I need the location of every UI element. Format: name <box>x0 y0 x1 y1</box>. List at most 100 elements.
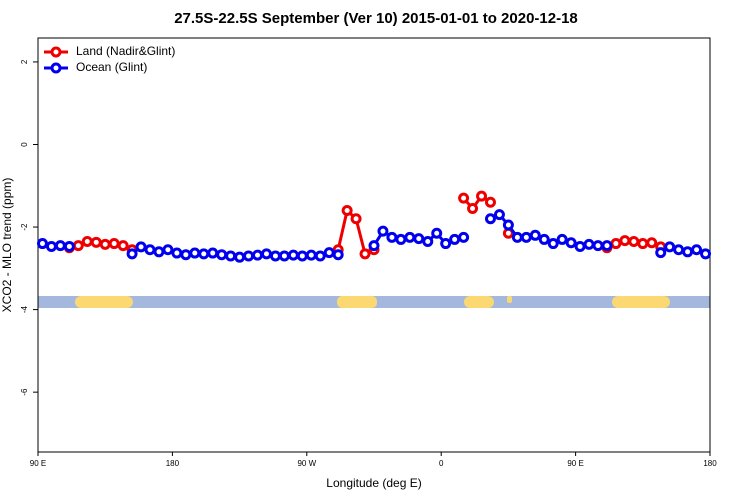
data-point <box>511 231 523 243</box>
data-point <box>252 249 264 261</box>
series <box>36 209 712 263</box>
data-point <box>198 248 210 260</box>
data-point <box>592 240 604 252</box>
data-point <box>637 238 649 250</box>
data-point <box>234 251 246 263</box>
data-point <box>529 229 541 241</box>
y-tick-label: 2 <box>20 59 29 64</box>
data-point <box>673 244 685 256</box>
legend-label: Ocean (Glint) <box>76 60 147 74</box>
data-point <box>216 249 228 261</box>
data-point <box>664 241 676 253</box>
data-point <box>619 235 631 247</box>
data-point <box>36 238 48 250</box>
data-point <box>601 240 613 252</box>
data-point <box>646 237 658 249</box>
legend-label: Land (Nadir&Glint) <box>76 44 175 58</box>
data-point <box>287 249 299 261</box>
data-point <box>422 235 434 247</box>
data-point <box>45 240 57 252</box>
legend-marker <box>50 46 62 58</box>
y-tick-label: -2 <box>20 223 29 231</box>
data-point <box>260 248 272 260</box>
data-point <box>700 248 712 260</box>
data-point <box>476 190 488 202</box>
data-point <box>296 250 308 262</box>
data-point <box>655 247 667 259</box>
data-point <box>243 250 255 262</box>
data-point <box>72 240 84 252</box>
data-point <box>493 209 505 221</box>
data-point <box>180 249 192 261</box>
data-point <box>323 247 335 259</box>
data-point <box>520 231 532 243</box>
data-point <box>682 246 694 258</box>
data-point <box>368 240 380 252</box>
data-point <box>691 244 703 256</box>
data-point <box>484 196 496 208</box>
y-axis-label: XCO2 - MLO trend (ppm) <box>0 178 14 313</box>
data-point <box>99 238 111 250</box>
x-tick-label: 180 <box>703 459 717 468</box>
data-point <box>171 247 183 259</box>
data-point <box>162 244 174 256</box>
data-point <box>135 241 147 253</box>
data-point <box>117 240 129 252</box>
x-tick-label: 90 E <box>567 459 583 468</box>
chart-title: 27.5S-22.5S September (Ver 10) 2015-01-0… <box>174 10 578 27</box>
data-point <box>207 247 219 259</box>
y-tick-label: 0 <box>20 142 29 147</box>
x-tick-label: 180 <box>166 459 180 468</box>
y-tick-label: -6 <box>20 388 29 396</box>
legend-marker <box>50 62 62 74</box>
data-point <box>153 246 165 258</box>
data-point <box>278 250 290 262</box>
land-patch <box>507 296 512 303</box>
data-point <box>440 238 452 250</box>
data-point <box>628 235 640 247</box>
data-point <box>314 250 326 262</box>
data-point <box>90 236 102 248</box>
x-tick-label: 90 E <box>30 459 46 468</box>
land-patch <box>464 296 494 308</box>
data-point <box>538 233 550 245</box>
data-point <box>404 231 416 243</box>
data-point <box>332 249 344 261</box>
data-point <box>467 202 479 214</box>
land-patch <box>75 296 133 308</box>
data-point <box>269 250 281 262</box>
x-axis-label: Longitude (deg E) <box>326 476 421 490</box>
data-point <box>458 192 470 204</box>
data-point <box>341 205 353 217</box>
data-point <box>359 248 371 260</box>
data-point <box>54 240 66 252</box>
data-point <box>386 231 398 243</box>
data-point <box>431 227 443 239</box>
data-point <box>484 213 496 225</box>
data-point <box>81 235 93 247</box>
data-point <box>126 248 138 260</box>
data-point <box>305 249 317 261</box>
data-point <box>502 219 514 231</box>
data-point <box>413 233 425 245</box>
data-point <box>583 238 595 250</box>
data-point <box>189 247 201 259</box>
data-point <box>449 233 461 245</box>
land-patch <box>612 296 670 308</box>
data-point <box>610 238 622 250</box>
data-point <box>574 240 586 252</box>
data-point <box>565 237 577 249</box>
land-patch <box>337 296 377 308</box>
data-point <box>395 233 407 245</box>
data-point <box>144 244 156 256</box>
x-tick-label: 90 W <box>297 459 316 468</box>
data-point <box>547 238 559 250</box>
data-point <box>108 238 120 250</box>
data-point <box>458 231 470 243</box>
data-point <box>377 225 389 237</box>
data-point <box>350 213 362 225</box>
data-point <box>225 250 237 262</box>
data-point <box>63 240 75 252</box>
data-point <box>556 233 568 245</box>
